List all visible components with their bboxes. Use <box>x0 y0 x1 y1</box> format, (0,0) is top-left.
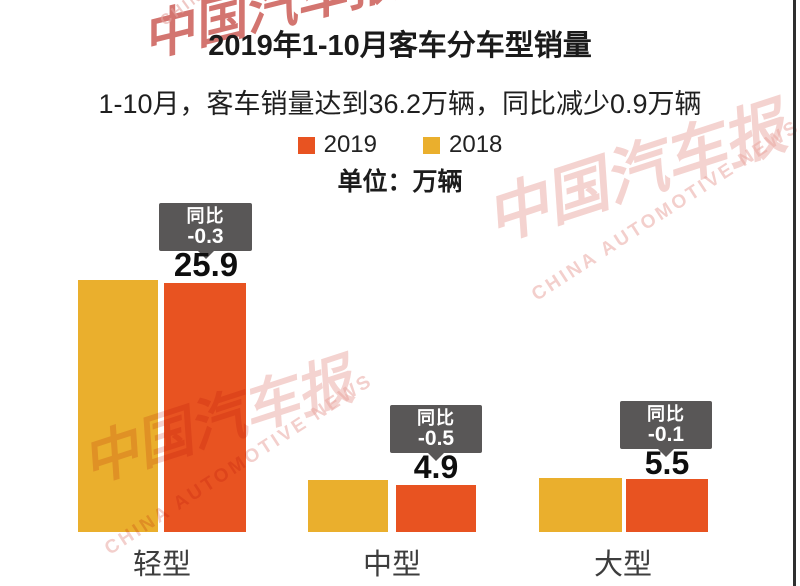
yoy-badge-prefix: 同比 <box>417 408 455 428</box>
unit-label: 单位：万辆 <box>337 168 463 196</box>
yoy-badge-light: 同比 -0.3 <box>159 203 252 259</box>
bar-light-2019 <box>164 283 246 532</box>
chart-title: 2019年1-10月客车分车型销量 <box>208 30 592 62</box>
yoy-badge-large: 同比 -0.1 <box>620 401 712 457</box>
yoy-badge-medium: 同比 -0.5 <box>390 405 482 461</box>
bar-light-2018 <box>78 280 158 532</box>
screen-edge-line <box>793 0 796 586</box>
yoy-badge-prefix: 同比 <box>647 404 685 424</box>
bar-medium-2019 <box>396 485 476 532</box>
legend-swatch-2018 <box>423 136 440 154</box>
legend-label-2019: 2019 <box>323 131 377 158</box>
badge-pointer <box>428 453 444 461</box>
legend-label-2018: 2018 <box>449 131 503 158</box>
yoy-badge-value: -0.5 <box>417 427 455 450</box>
category-label-large: 大型 <box>593 549 652 581</box>
category-label-medium: 中型 <box>362 549 421 581</box>
bar-medium-2018 <box>308 480 388 532</box>
legend: 2019 2018 <box>0 131 800 159</box>
value-label-medium: 4.9 <box>413 449 459 485</box>
badge-pointer <box>658 449 674 457</box>
legend-swatch-2019 <box>297 136 315 154</box>
chart-subtitle: 1-10月，客车销量达到36.2万辆，同比减少0.9万辆 <box>98 89 702 119</box>
category-label-light: 轻型 <box>132 549 191 581</box>
value-label-large: 5.5 <box>644 445 690 481</box>
legend-item-2018: 2018 <box>423 131 502 159</box>
value-label-light: 25.9 <box>173 246 239 283</box>
badge-pointer <box>197 251 214 259</box>
yoy-badge-prefix: 同比 <box>186 206 225 226</box>
legend-item-2019: 2019 <box>297 131 377 159</box>
bar-large-2019 <box>626 479 708 532</box>
yoy-badge-value: -0.1 <box>647 423 685 446</box>
yoy-badge-value: -0.3 <box>187 225 224 248</box>
bar-large-2018 <box>539 478 622 532</box>
